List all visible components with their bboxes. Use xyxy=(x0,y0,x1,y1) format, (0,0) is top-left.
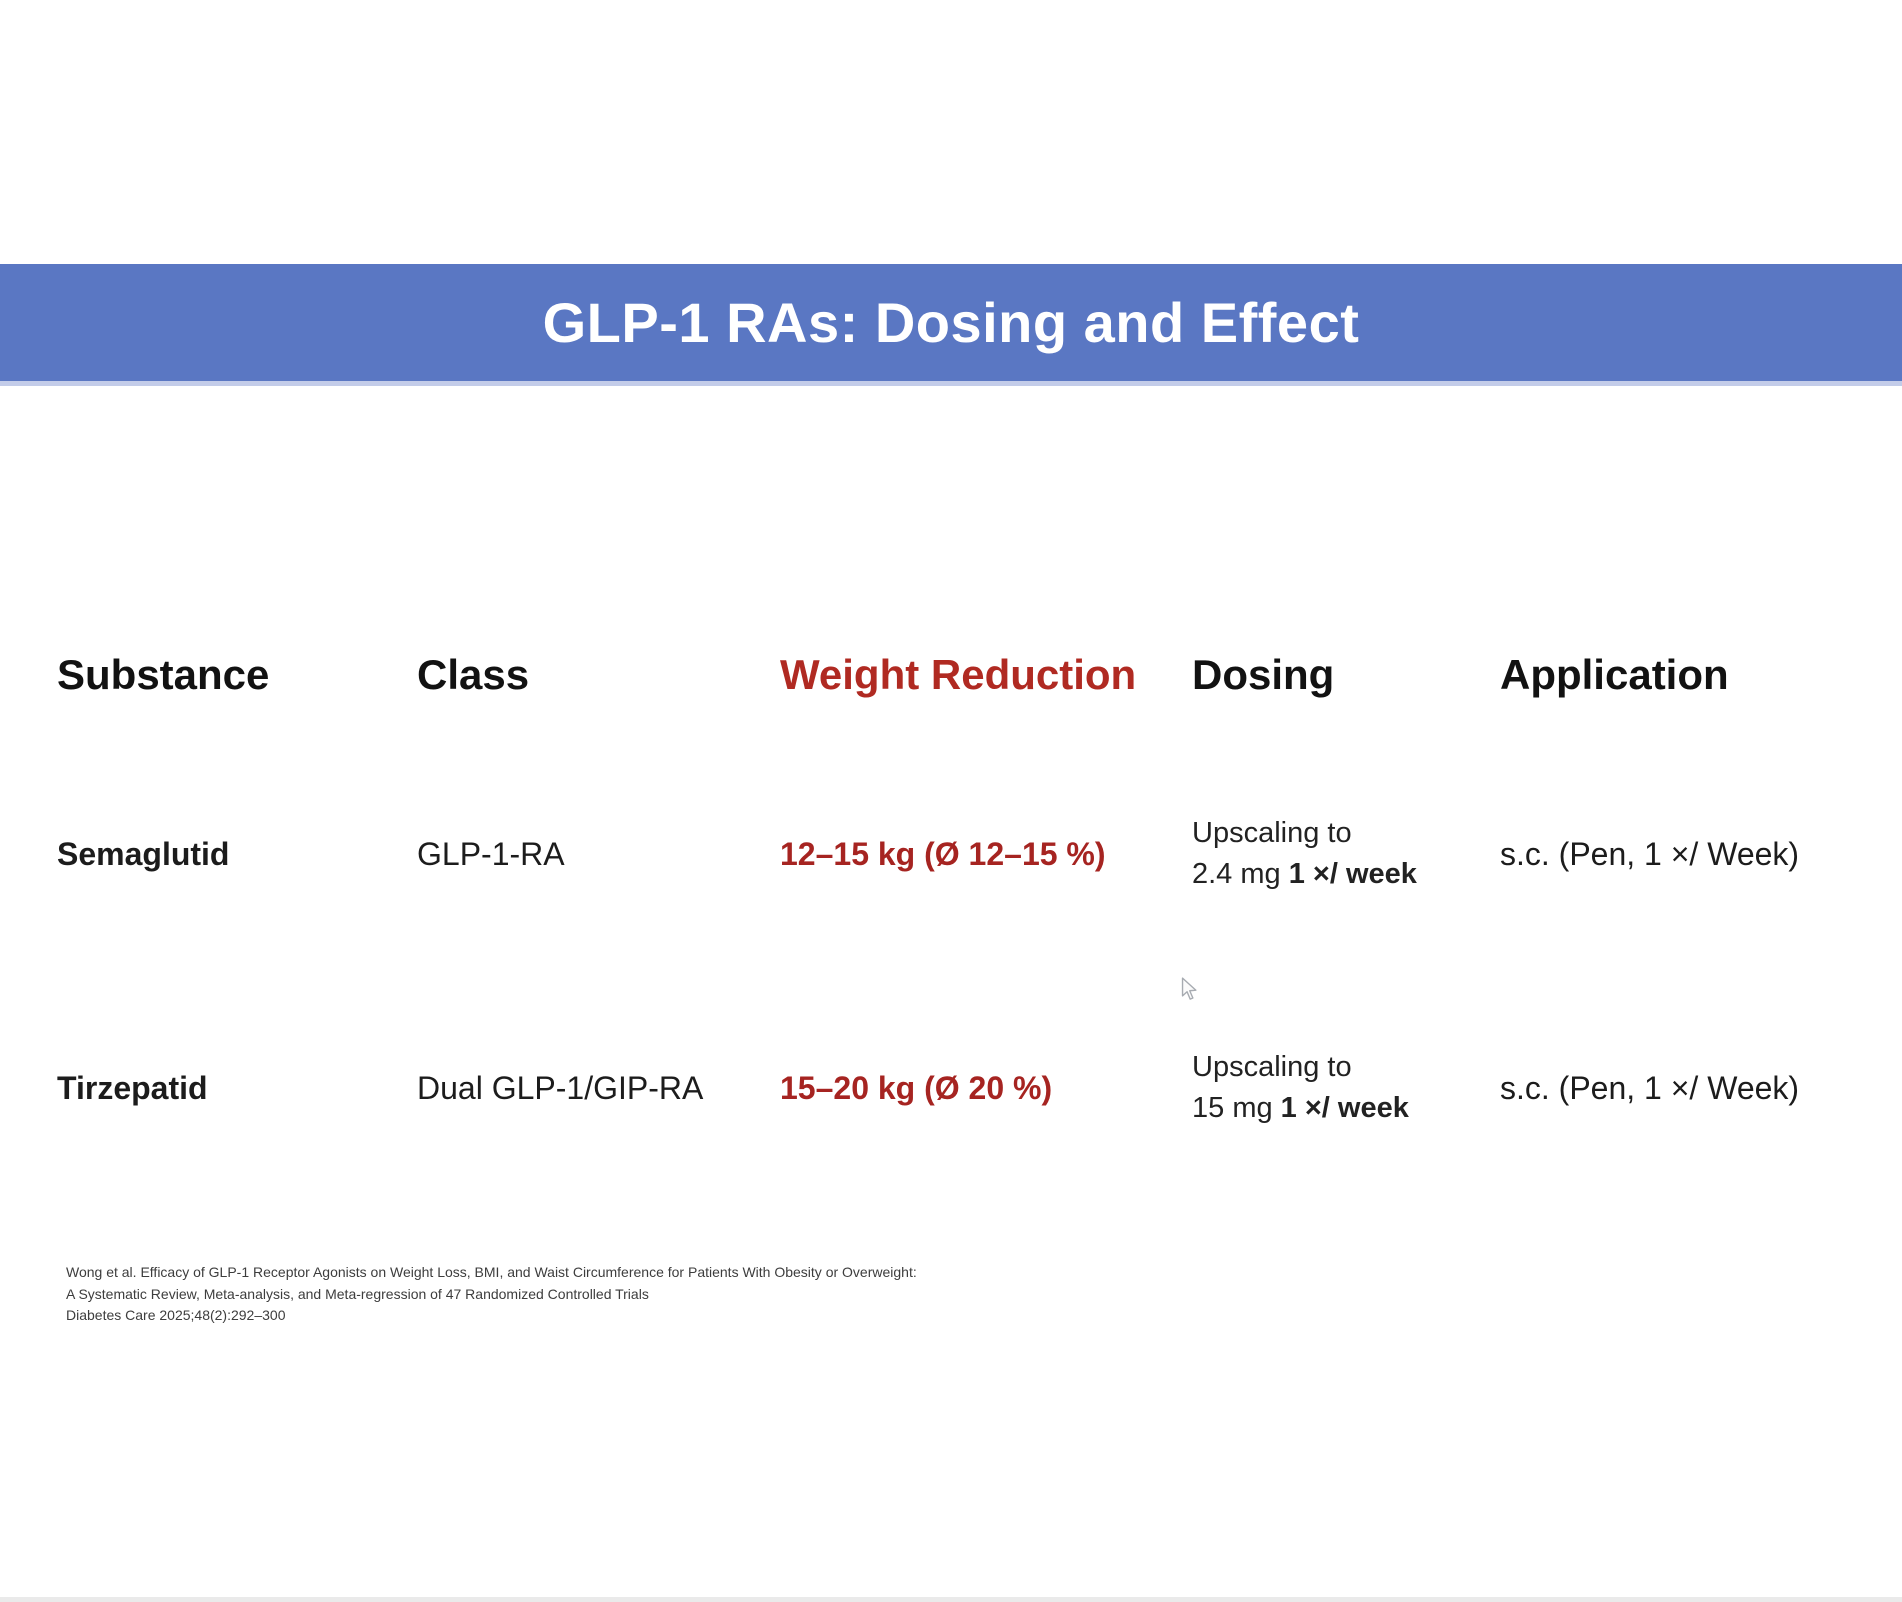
application-value: s.c. (Pen, 1 ×/ Week) xyxy=(1500,1069,1800,1106)
substance-class: Dual GLP-1/GIP-RA xyxy=(417,1069,704,1106)
citation-line: Wong et al. Efficacy of GLP-1 Receptor A… xyxy=(66,1264,917,1280)
dosing-line2: 2.4 mg 1 ×/ week xyxy=(1192,858,1417,890)
dosing-value: Upscaling to 2.4 mg 1 ×/ week xyxy=(1192,813,1500,895)
header-substance: Substance xyxy=(57,651,270,698)
citation-line: A Systematic Review, Meta-analysis, and … xyxy=(66,1285,649,1302)
table-header-row: Substance Class Weight Reduction Dosing … xyxy=(57,645,1892,705)
substance-name: Tirzepatid xyxy=(57,1069,208,1106)
dosing-line1: Upscaling to xyxy=(1192,817,1352,849)
header-application: Application xyxy=(1500,651,1729,698)
dosing-line2: 15 mg 1 ×/ week xyxy=(1192,1092,1409,1124)
substance-name: Semaglutid xyxy=(57,835,230,872)
citation: Wong et al. Efficacy of GLP-1 Receptor A… xyxy=(66,1262,917,1327)
dosing-line1: Upscaling to xyxy=(1192,1051,1352,1083)
dosing-value: Upscaling to 15 mg 1 ×/ week xyxy=(1192,1047,1500,1129)
title-banner: GLP-1 RAs: Dosing and Effect xyxy=(0,264,1902,386)
screen-bottom-edge xyxy=(0,1597,1902,1602)
citation-line: Diabetes Care 2025;48(2):292–300 xyxy=(66,1307,286,1324)
weight-reduction-value: 12–15 kg (Ø 12–15 %) xyxy=(780,835,1106,872)
table-row-tirzepatid: Tirzepatid Dual GLP-1/GIP-RA 15–20 kg (Ø… xyxy=(57,1044,1892,1132)
table-row-semaglutid: Semaglutid GLP-1-RA 12–15 kg (Ø 12–15 %)… xyxy=(57,810,1892,898)
substance-class: GLP-1-RA xyxy=(417,835,565,872)
slide-title: GLP-1 RAs: Dosing and Effect xyxy=(542,291,1360,354)
header-class: Class xyxy=(417,651,530,698)
header-weight-reduction: Weight Reduction xyxy=(780,651,1137,698)
mouse-cursor-icon xyxy=(1181,977,1197,1000)
application-value: s.c. (Pen, 1 ×/ Week) xyxy=(1500,835,1800,872)
weight-reduction-value: 15–20 kg (Ø 20 %) xyxy=(780,1069,1053,1106)
header-dosing: Dosing xyxy=(1192,651,1335,698)
